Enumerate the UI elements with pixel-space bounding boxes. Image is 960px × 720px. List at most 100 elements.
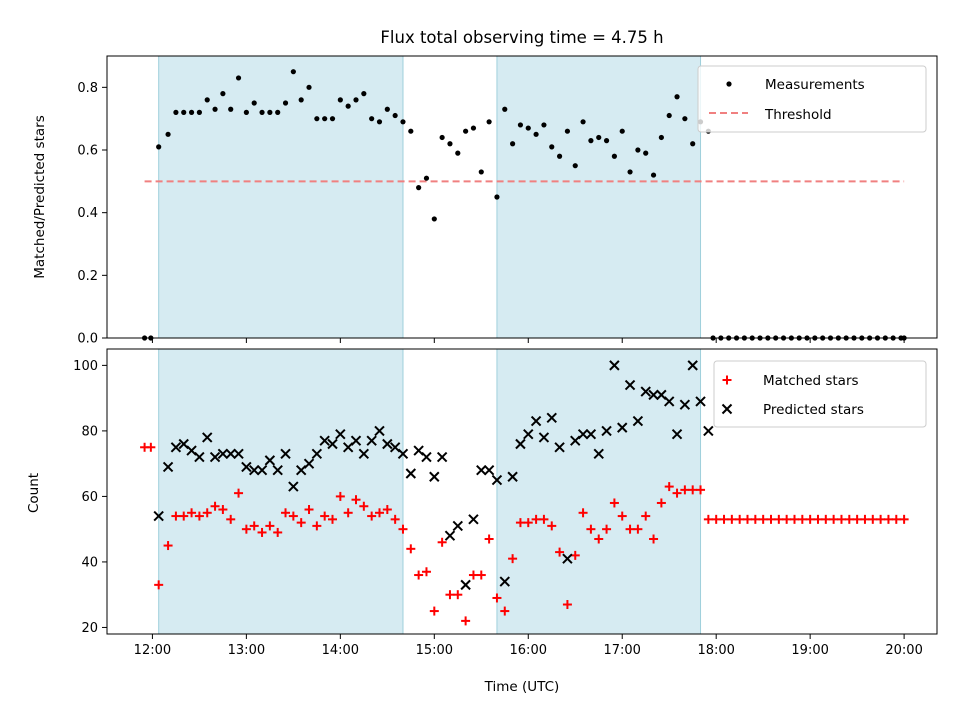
y-tick-label: 0.4 (77, 206, 98, 221)
x-b (554, 442, 565, 453)
predicted-star-point (429, 471, 440, 482)
y-tick-label: 60 (81, 490, 98, 505)
measurement-point (228, 106, 234, 112)
y-tick-label: 40 (81, 555, 98, 570)
measurement-point (353, 97, 359, 103)
matched-star-point (703, 514, 713, 524)
matched-star-point (398, 524, 408, 534)
measurement-point (541, 122, 547, 128)
predicted-star-point (358, 448, 370, 460)
matched-star-point (288, 511, 298, 521)
measurement-point (627, 169, 633, 175)
x-b (515, 438, 526, 450)
x-b (703, 425, 714, 437)
predicted-star-point (632, 415, 644, 427)
x-tick-label: 13:00 (228, 643, 265, 658)
predicted-star-point (350, 435, 362, 446)
matched-star-point (664, 482, 674, 492)
count-y-ticks: 20 40 60 80 100 (73, 359, 107, 636)
matched-star-point (625, 524, 635, 534)
matched-star-point (868, 514, 878, 524)
matched-star-point (492, 593, 502, 603)
measurement-point (463, 128, 469, 134)
matched-star-point (727, 514, 737, 524)
matched-star-point (570, 550, 580, 560)
predicted-star-point (624, 379, 636, 391)
measurement-point (416, 185, 422, 191)
x-b (249, 464, 260, 476)
legend-predicted-label: Predicted stars (763, 402, 864, 418)
matched-star-point (429, 606, 439, 616)
measurement-point (564, 128, 571, 134)
x-b (577, 428, 589, 440)
measurement-point (314, 116, 320, 122)
measurement-point (494, 194, 500, 200)
x-b (241, 461, 252, 473)
matched-star-point (891, 514, 901, 524)
matched-star-point (602, 524, 612, 534)
matched-star-point (539, 514, 549, 524)
measurement-point (376, 119, 383, 125)
ratio-axes-frame (106, 55, 938, 339)
ratio-legend: Measurements Threshold (697, 65, 927, 133)
x-b (444, 530, 456, 541)
x-b (585, 428, 597, 440)
measurement-point (337, 97, 343, 103)
matched-star-point (782, 514, 792, 524)
predicted-star-point (491, 474, 503, 486)
matched-star-point (374, 508, 384, 518)
matched-star-point (829, 514, 839, 524)
legend-cross (721, 403, 733, 415)
legend-matched-marker (722, 375, 732, 385)
predicted-star-point (335, 428, 346, 440)
x-b (452, 520, 463, 532)
predicted-star-point (280, 448, 291, 460)
measurement-point (361, 91, 367, 97)
measurement-point (533, 131, 539, 137)
measurement-point (447, 141, 453, 147)
predicted-star-point (687, 360, 698, 371)
measurement-point (408, 128, 414, 134)
measurement-point (455, 150, 461, 156)
y-tick-label: 100 (73, 359, 98, 374)
x-b (350, 435, 362, 446)
matched-star-point (390, 514, 400, 524)
x-b (366, 435, 377, 446)
x-b (264, 455, 276, 466)
x-b (170, 442, 182, 453)
predicted-star-point (217, 448, 229, 460)
predicted-star-point (671, 428, 683, 440)
matched-star-point (453, 590, 463, 600)
legend-predicted-marker (721, 403, 733, 415)
matched-star-point (281, 508, 291, 518)
matched-star-point (320, 511, 330, 521)
measurement-point (181, 109, 187, 115)
matched-star-point (805, 514, 815, 524)
matched-star-point (711, 514, 721, 524)
measurement-point (298, 97, 304, 103)
measurement-point (165, 131, 171, 137)
matched-star-point (335, 491, 345, 501)
x-b (209, 451, 221, 463)
measurement-point (611, 153, 617, 159)
x-b (624, 379, 636, 391)
measurement-point (517, 122, 524, 128)
measurement-point (306, 84, 312, 90)
predicted-star-point (546, 412, 557, 424)
matched-star-point (468, 570, 478, 580)
measurement-point (196, 109, 202, 115)
matched-star-point (523, 518, 533, 528)
measurement-point (682, 116, 688, 122)
measurement-point (251, 100, 257, 106)
x-b (648, 389, 659, 401)
predicted-star-point (209, 451, 221, 463)
x-b (413, 445, 424, 456)
matched-star-point (586, 524, 596, 534)
matched-star-point (445, 590, 455, 600)
x-b (530, 415, 542, 427)
x-b (483, 464, 495, 476)
matched-star-point (578, 508, 588, 518)
y-tick-label: 0.6 (77, 144, 98, 159)
predicted-star-point (272, 464, 283, 476)
measurement-point (400, 119, 406, 125)
